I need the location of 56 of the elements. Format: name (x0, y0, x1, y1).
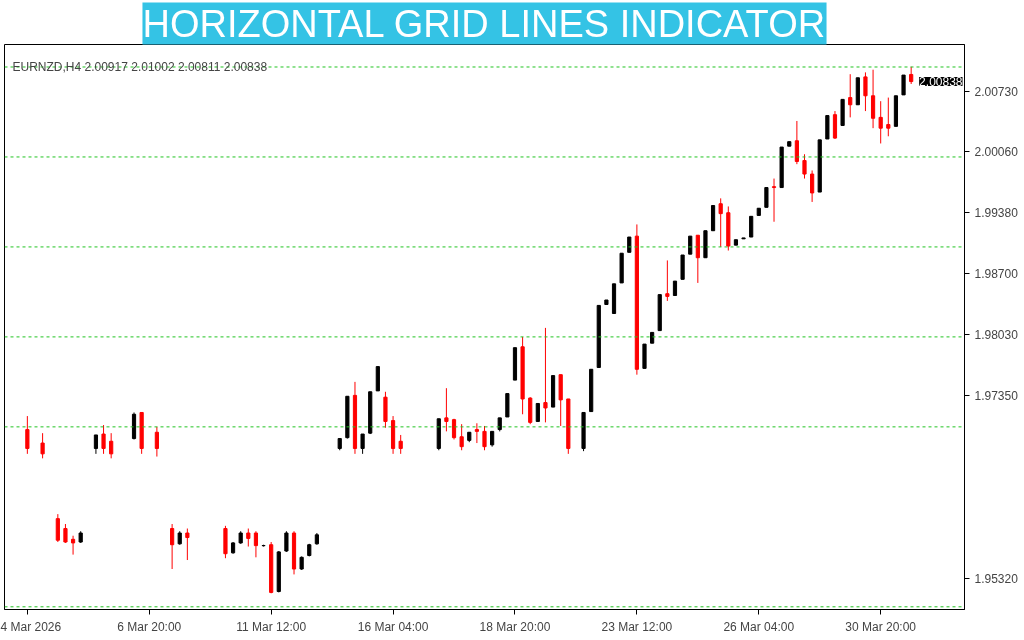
candlestick (101, 424, 106, 455)
candlestick (25, 415, 30, 455)
candlestick (764, 187, 769, 208)
y-tick-label: 1.98030 (974, 327, 1019, 342)
candlestick (870, 69, 876, 129)
candlestick (771, 178, 777, 223)
text: 2.00838 (919, 75, 963, 90)
candlestick (109, 432, 114, 459)
candlestick (901, 74, 906, 96)
text: EURNZD,H4 2.00917 2.01002 2.00811 2.00838 (12, 59, 268, 74)
candlestick (825, 115, 830, 140)
candlestick (718, 197, 723, 248)
candlestick (398, 434, 403, 455)
y-tick-label: 2.00730 (974, 84, 1019, 99)
chart-title: HORIZONTAL GRID LINES INDICATOR (142, 2, 826, 45)
candlestick (749, 215, 754, 238)
candlestick (848, 73, 853, 118)
candlestick (93, 434, 99, 455)
candlestick (543, 327, 548, 423)
candlestick (40, 432, 45, 459)
candlestick (63, 523, 68, 544)
candlestick (55, 513, 60, 543)
candlestick (474, 422, 479, 444)
candlestick (482, 425, 487, 451)
y-tick-label: 1.95320 (974, 571, 1019, 586)
candlestick (695, 234, 700, 284)
candlestick (284, 530, 289, 553)
candlestick (459, 423, 464, 451)
candlestick (185, 528, 190, 561)
candlestick (505, 393, 510, 418)
y-tick-label: 2.00060 (974, 145, 1019, 160)
x-tick-label: 23 Mar 12:00 (601, 619, 673, 634)
candlestick (253, 530, 259, 558)
candlestick (154, 426, 159, 458)
x-tick-label: 18 Mar 20:00 (479, 619, 551, 634)
candlestick (360, 433, 365, 455)
candlestick (863, 71, 868, 112)
x-tick-label: 30 Mar 20:00 (845, 619, 917, 634)
y-tick-label: 1.97350 (974, 388, 1019, 403)
candlestick (794, 120, 799, 165)
candlestick (810, 169, 815, 203)
x-tick-label: 16 Mar 04:00 (357, 619, 429, 634)
y-tick-label: 1.98700 (974, 267, 1019, 282)
candlestick (878, 100, 883, 144)
x-tick-label: 6 Mar 20:00 (117, 619, 182, 634)
candlestick (170, 523, 175, 570)
y-tick-label: 1.99380 (974, 206, 1019, 221)
candlestick (444, 387, 449, 432)
candlestick (70, 535, 76, 556)
x-tick-label: 26 Mar 04:00 (723, 619, 795, 634)
candlestick (802, 153, 807, 180)
x-tick-label: 4 Mar 2026 (0, 619, 62, 634)
candlestick (665, 259, 670, 302)
x-tick-label: 11 Mar 12:00 (236, 619, 307, 634)
candlestick (886, 97, 891, 137)
candlestick (832, 110, 838, 140)
